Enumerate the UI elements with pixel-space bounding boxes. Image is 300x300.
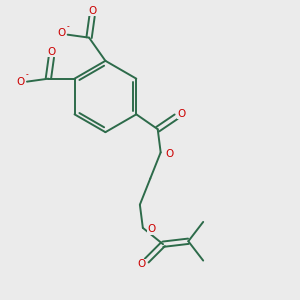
Text: O: O: [148, 224, 156, 234]
Text: O: O: [47, 47, 56, 57]
Text: -: -: [26, 70, 28, 80]
Text: O: O: [88, 6, 96, 16]
Text: O: O: [137, 259, 146, 269]
Text: -: -: [66, 22, 69, 31]
Text: O: O: [177, 109, 186, 119]
Text: O: O: [57, 28, 65, 38]
Text: O: O: [166, 149, 174, 159]
Text: O: O: [16, 76, 25, 87]
